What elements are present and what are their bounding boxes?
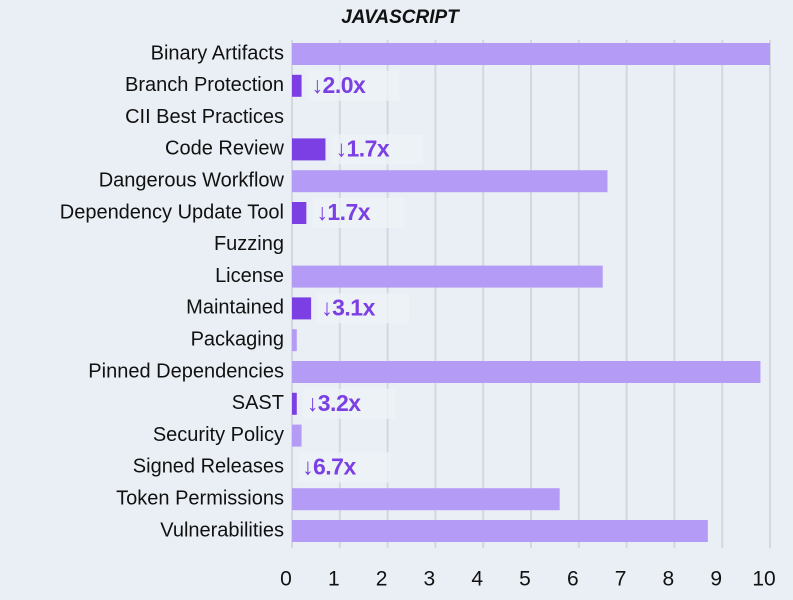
category-label: Code Review xyxy=(165,138,285,160)
annotation: ↓1.7x xyxy=(316,199,370,225)
annotation-bg xyxy=(302,388,395,419)
annotation-bg xyxy=(331,134,424,165)
annotation: ↓3.2x xyxy=(307,390,361,416)
annotation: ↓6.7x xyxy=(302,453,356,479)
category-label: License xyxy=(215,265,284,287)
annotation: ↓1.7x xyxy=(335,135,389,161)
category-label: CII Best Practices xyxy=(125,106,284,128)
bar xyxy=(292,265,603,288)
category-label: SAST xyxy=(232,392,284,414)
annotation: ↓3.1x xyxy=(321,294,375,320)
x-tick-label: 4 xyxy=(471,568,483,591)
bar xyxy=(292,488,560,511)
bar xyxy=(292,520,708,542)
category-label: Branch Protection xyxy=(125,74,284,96)
annotation: ↓2.0x xyxy=(312,72,366,98)
x-tick-label: 7 xyxy=(615,568,627,591)
category-label: Maintained xyxy=(186,297,284,319)
category-label: Vulnerabilities xyxy=(160,519,284,541)
category-label: Security Policy xyxy=(153,424,284,446)
bar xyxy=(292,329,297,352)
x-tick-label: 1 xyxy=(328,568,340,591)
category-label: Token Permissions xyxy=(116,487,284,509)
bar xyxy=(292,43,770,65)
category-label: Dangerous Workflow xyxy=(99,169,285,191)
bar xyxy=(292,170,608,193)
x-tick-label: 0 xyxy=(280,568,292,591)
x-tick-label: 3 xyxy=(424,568,436,591)
bar xyxy=(292,74,302,97)
bar xyxy=(292,202,307,224)
category-label: Pinned Dependencies xyxy=(88,360,284,382)
x-tick-label: 8 xyxy=(663,568,675,591)
category-label: Fuzzing xyxy=(214,233,284,255)
annotation-bg xyxy=(298,452,390,483)
annotation-bg xyxy=(317,293,410,324)
category-label: Packaging xyxy=(191,328,284,350)
category-label: Binary Artifacts xyxy=(151,42,284,64)
bar xyxy=(292,297,312,320)
bar xyxy=(292,424,302,447)
chart-title: JAVASCRIPT xyxy=(341,7,460,28)
x-tick-label: 2 xyxy=(376,568,388,591)
category-label: Dependency Update Tool xyxy=(60,201,284,223)
annotation-bg xyxy=(312,198,405,228)
category-label: Signed Releases xyxy=(133,456,284,478)
x-tick-label: 9 xyxy=(710,568,722,591)
bar xyxy=(292,138,326,161)
x-tick-label: 6 xyxy=(567,568,579,591)
x-tick-label: 5 xyxy=(519,568,531,591)
annotation-bg xyxy=(307,70,400,101)
bar xyxy=(292,392,297,415)
bar xyxy=(292,361,761,383)
x-tick-label: 10 xyxy=(752,568,775,591)
